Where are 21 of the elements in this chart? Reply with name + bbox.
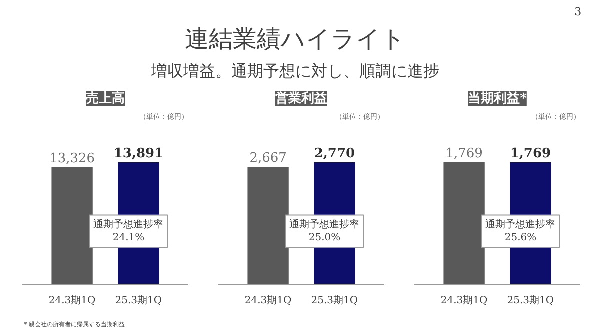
chart-title: 当期利益* xyxy=(468,90,528,106)
x-tick-label: 25.3期1Q xyxy=(115,294,162,306)
annotation: 通期予想進捗率 25.0% xyxy=(290,218,360,244)
data-label: 2,770 xyxy=(314,146,356,162)
data-label: 1,769 xyxy=(446,146,483,162)
data-label: 13,891 xyxy=(114,146,164,162)
text: 連結業績ハイライト xyxy=(185,25,406,54)
text: 3 xyxy=(574,6,582,19)
x-tick-label: 24.3期1Q xyxy=(48,294,96,306)
x-tick-label: 25.3期1Q xyxy=(311,294,358,306)
x-tick-label: 25.3期1Q xyxy=(507,294,554,306)
data-label: 1,769 xyxy=(510,146,552,162)
data-label: 13,326 xyxy=(50,151,96,166)
x-tick-label: 24.3期1Q xyxy=(440,294,488,306)
data-label: 2,667 xyxy=(250,150,287,166)
text: 増収増益。通期予想に対し、順調に進捗 xyxy=(150,61,440,80)
chart-title: 売上高 xyxy=(86,90,125,106)
chart-title: 営業利益 xyxy=(276,90,328,106)
annotation: 通期予想進捗率 24.1% xyxy=(94,218,164,244)
annotation: 通期予想進捗率 25.6% xyxy=(486,218,556,244)
x-tick-label: 24.3期1Q xyxy=(244,294,292,306)
